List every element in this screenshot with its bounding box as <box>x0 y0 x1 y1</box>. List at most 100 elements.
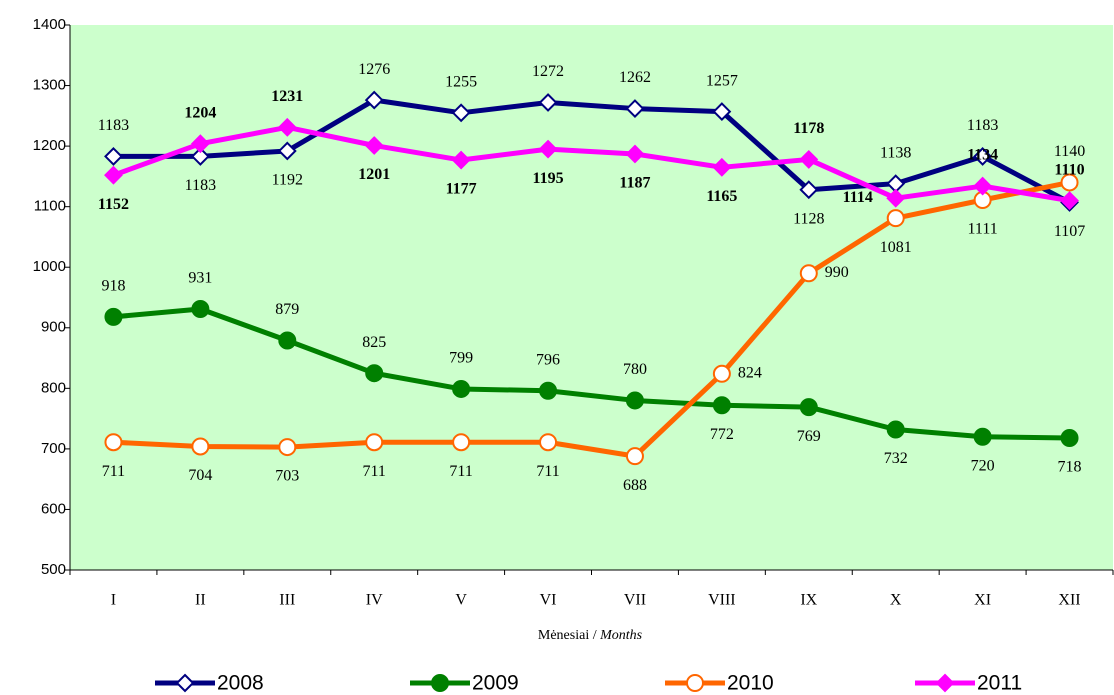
point <box>538 139 558 159</box>
y-tick-label: 900 <box>41 319 66 336</box>
data-label: 711 <box>536 463 559 480</box>
point <box>625 99 645 118</box>
data-label: 704 <box>188 467 212 484</box>
data-label: 1114 <box>843 189 873 206</box>
point <box>712 102 732 122</box>
data-label: 1204 <box>184 104 216 121</box>
point <box>973 427 992 446</box>
data-label: 796 <box>536 351 560 368</box>
point <box>799 264 818 283</box>
data-label: 1276 <box>358 61 390 78</box>
data-label: 711 <box>363 463 386 480</box>
y-tick-label: 1100 <box>34 198 66 215</box>
data-label: 990 <box>825 264 849 281</box>
y-tick-label: 600 <box>41 500 66 517</box>
data-label: 1165 <box>706 188 737 205</box>
data-label: 799 <box>449 350 473 367</box>
point <box>625 391 644 410</box>
x-tick-label: VII <box>624 592 646 609</box>
point <box>364 90 384 110</box>
data-label: 718 <box>1058 459 1082 476</box>
data-label: 1262 <box>619 69 651 86</box>
data-label: 732 <box>884 450 908 467</box>
data-label: 1178 <box>793 120 824 137</box>
data-label: 1177 <box>446 181 477 198</box>
series <box>112 124 1070 204</box>
data-label: 931 <box>188 270 212 287</box>
point <box>175 673 195 693</box>
data-label: 1111 <box>968 221 998 238</box>
data-label: 1255 <box>445 73 477 90</box>
point <box>104 433 123 452</box>
x-axis-label-part: Months <box>599 628 643 643</box>
point <box>539 433 558 452</box>
y-tick-label: 500 <box>41 561 66 578</box>
x-tick-label: II <box>195 592 206 609</box>
point <box>278 331 297 350</box>
data-label: 780 <box>623 361 647 378</box>
point <box>886 188 906 208</box>
point <box>973 176 993 196</box>
x-axis-label: Mėnesiai / Months <box>538 628 643 643</box>
point <box>1060 428 1079 447</box>
point <box>1060 191 1079 211</box>
x-tick-label: VIII <box>708 592 736 609</box>
data-label: 711 <box>102 463 125 480</box>
data-label: 1195 <box>532 170 563 187</box>
data-label: 688 <box>623 477 647 494</box>
point <box>973 146 993 166</box>
point <box>1060 173 1079 192</box>
data-label: 703 <box>275 468 299 485</box>
data-label: 879 <box>275 301 299 318</box>
point <box>104 307 123 326</box>
data-label: 1134 <box>967 147 998 164</box>
series-line <box>112 124 1070 204</box>
series-line <box>113 306 1070 441</box>
point <box>191 437 210 456</box>
series <box>113 306 1070 441</box>
x-tick-label: IX <box>800 592 817 609</box>
data-label: 1183 <box>185 177 216 194</box>
data-label: 1128 <box>793 210 824 227</box>
point <box>278 438 297 457</box>
point <box>625 447 644 466</box>
legend-label: 2009 <box>472 672 519 695</box>
point <box>712 396 731 415</box>
point <box>452 433 471 452</box>
data-label: 1140 <box>1054 143 1085 160</box>
data-label: 1152 <box>98 196 129 213</box>
point <box>104 165 123 185</box>
data-label: 1183 <box>98 117 129 134</box>
point <box>452 379 471 398</box>
point <box>451 103 471 123</box>
data-label: 1183 <box>967 117 998 134</box>
x-tick-label: I <box>111 592 116 609</box>
y-tick-label: 1300 <box>33 77 66 94</box>
series-line <box>113 179 1071 459</box>
data-label: 824 <box>738 364 762 381</box>
data-label: 711 <box>449 463 472 480</box>
y-tick-label: 700 <box>41 440 66 457</box>
data-label: 825 <box>362 334 386 351</box>
y-tick-label: 1000 <box>33 258 66 275</box>
series-line <box>113 97 1071 205</box>
point <box>451 150 471 170</box>
data-label: 1187 <box>619 175 650 192</box>
legend-label: 2008 <box>217 672 264 695</box>
legend-label: 2011 <box>977 672 1022 695</box>
point <box>365 364 384 383</box>
point <box>190 134 210 154</box>
point <box>365 433 384 452</box>
point <box>625 144 645 164</box>
point <box>431 674 449 692</box>
series <box>113 97 1071 205</box>
data-label: 1201 <box>358 166 390 183</box>
data-label: 720 <box>971 457 995 474</box>
point <box>104 146 123 166</box>
plot-area <box>70 25 1113 570</box>
data-label: 1081 <box>880 239 912 256</box>
data-label: 1257 <box>706 72 738 89</box>
x-tick-label: X <box>890 592 902 609</box>
y-tick-label: 1200 <box>33 137 66 154</box>
